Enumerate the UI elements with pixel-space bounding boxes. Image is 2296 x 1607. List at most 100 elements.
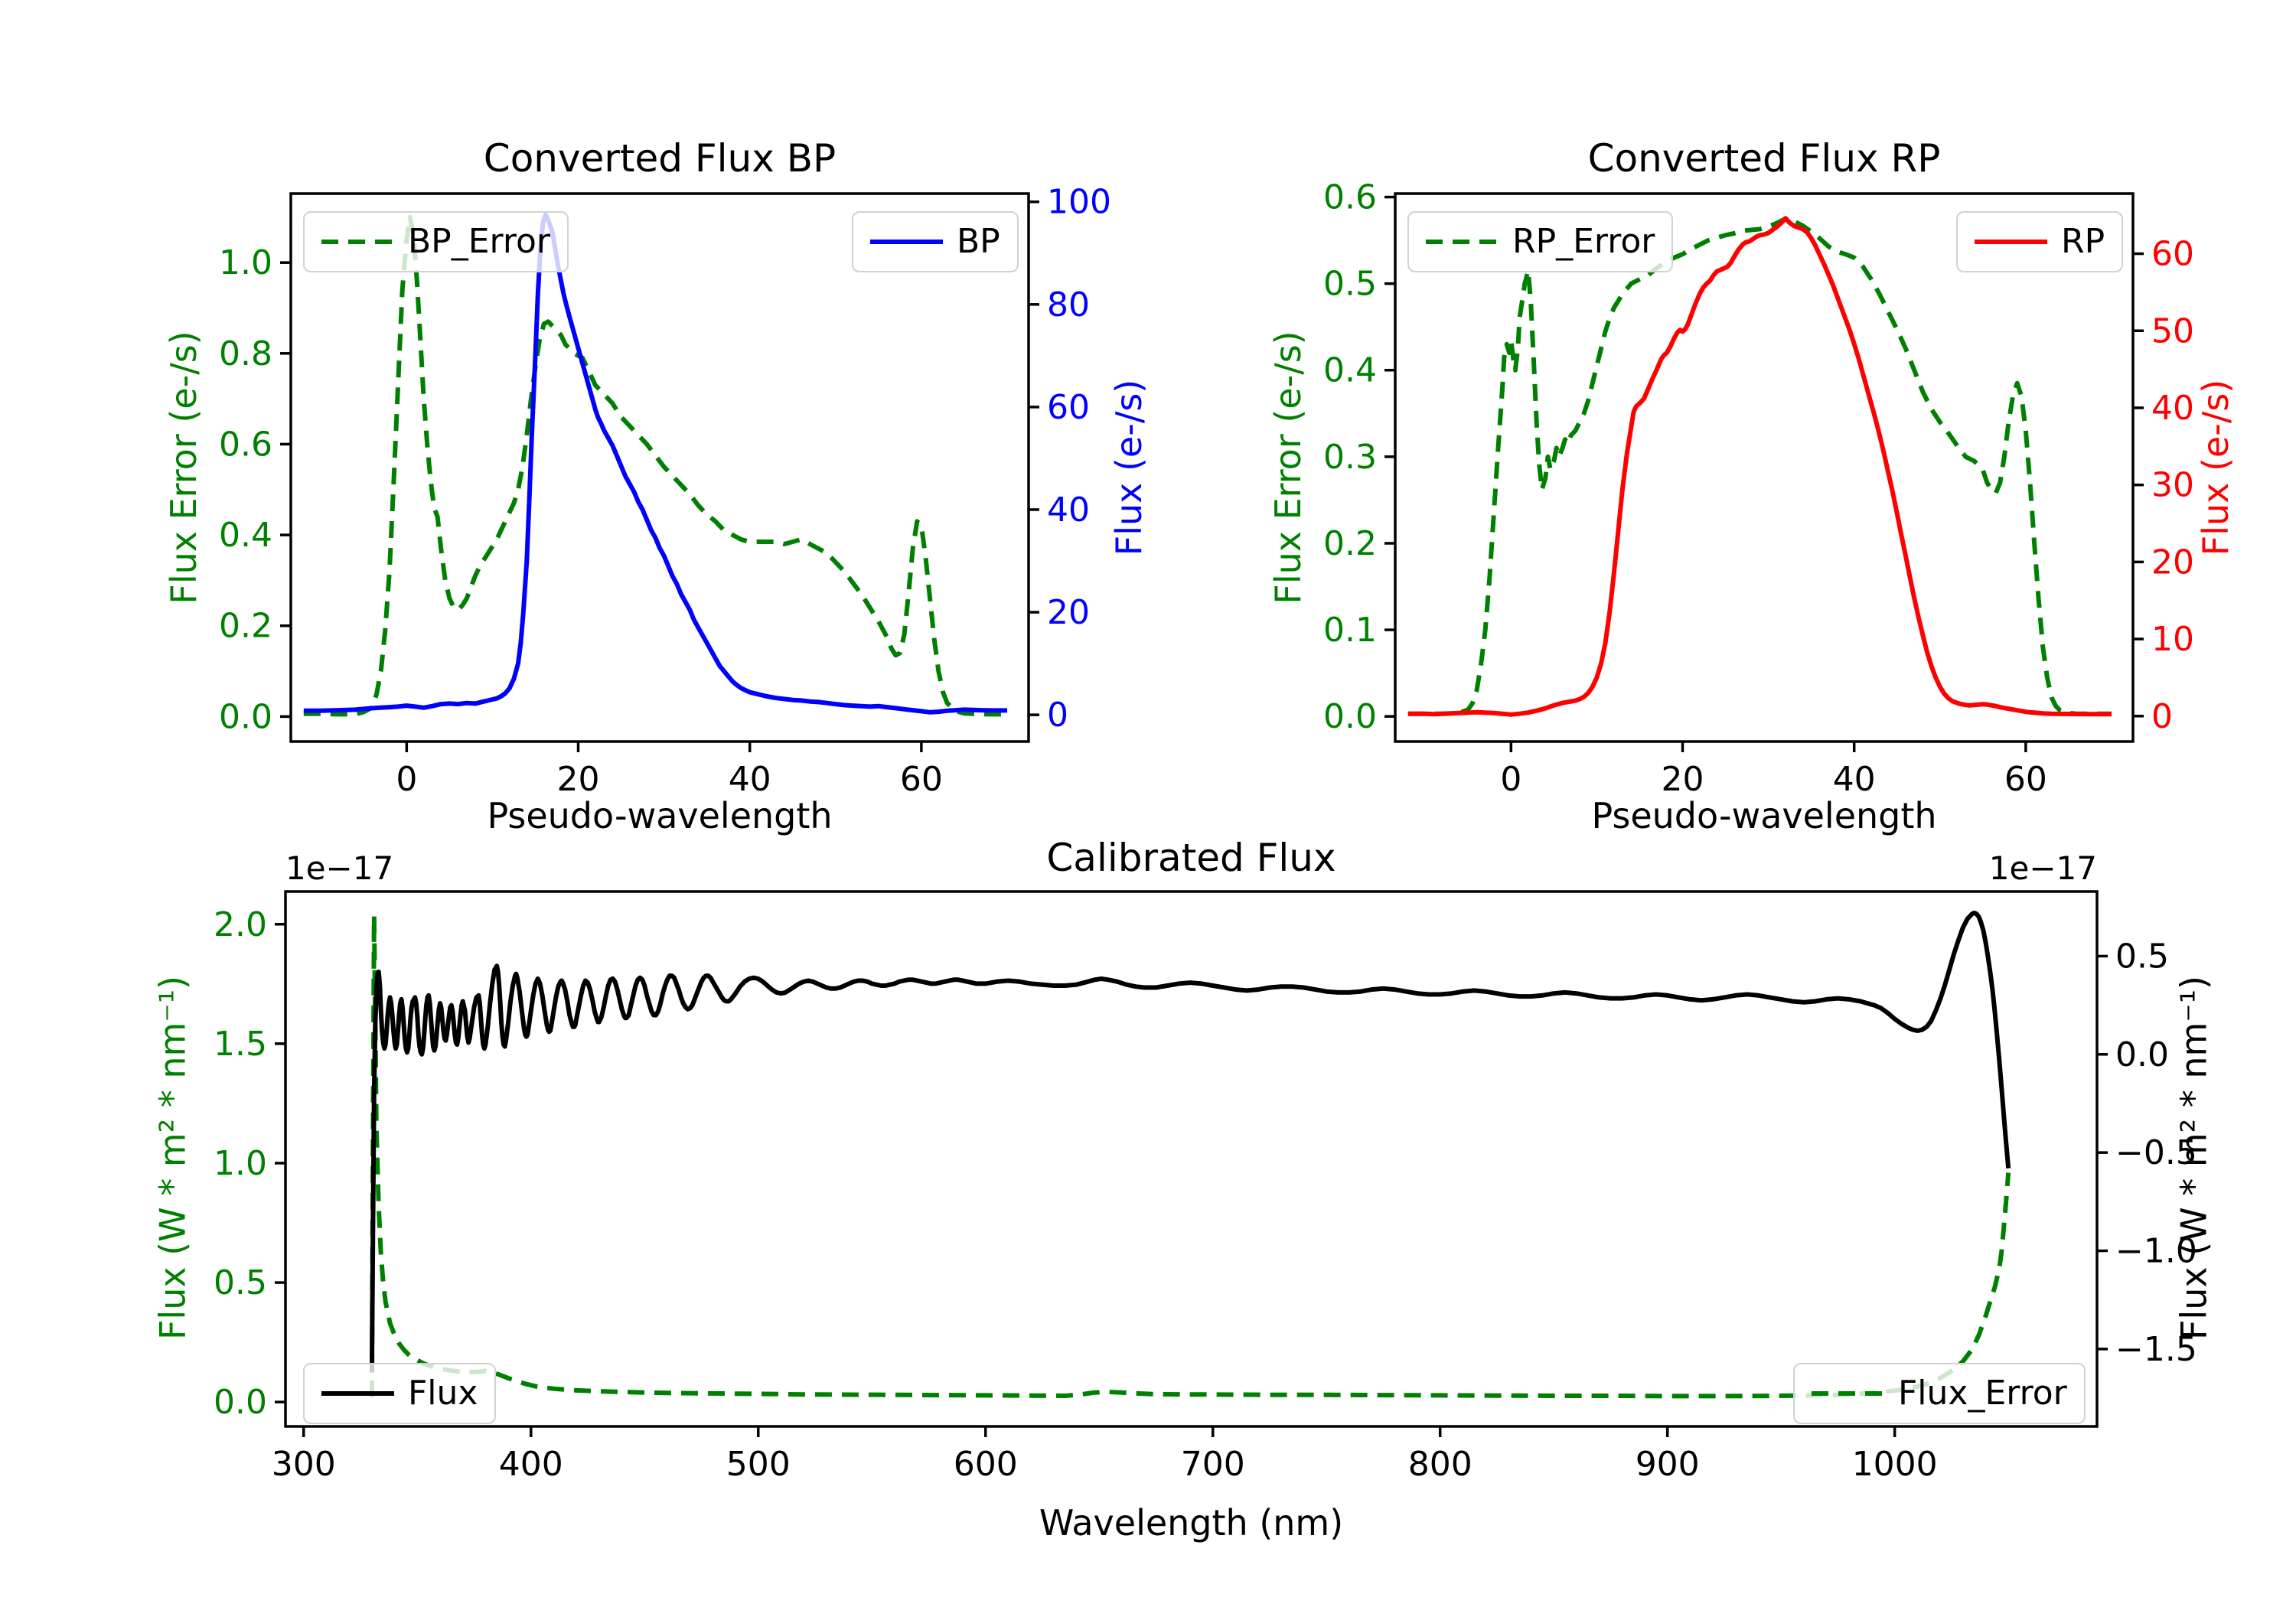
rp-error-legend-line-icon bbox=[1426, 240, 1499, 244]
rp-rp_error-curve bbox=[1407, 216, 2112, 716]
bp-legend-line-icon bbox=[870, 240, 943, 244]
svg-text:0.0: 0.0 bbox=[219, 697, 272, 736]
bp-bp_error-curve bbox=[303, 214, 1007, 717]
calibrated-flux_error-curve bbox=[369, 913, 2011, 1399]
svg-text:0.0: 0.0 bbox=[214, 1383, 267, 1422]
rp-series bbox=[1407, 216, 2112, 717]
flux-legend: Flux bbox=[303, 1363, 497, 1424]
bp-right-yaxis-label: Flux (e-/s) bbox=[1108, 379, 1150, 556]
bp-bp-curve bbox=[303, 212, 1007, 715]
left-axis-offset-text: 1e−17 bbox=[285, 849, 394, 887]
svg-text:0.6: 0.6 bbox=[219, 425, 272, 464]
rp-panel-title: Converted Flux RP bbox=[1587, 136, 1941, 181]
calibrated-flux-curve bbox=[369, 911, 2011, 1373]
bp-left-yaxis-label: Flux Error (e-/s) bbox=[163, 331, 204, 605]
svg-text:60: 60 bbox=[1047, 388, 1090, 427]
rp-rp-curve bbox=[1407, 216, 2112, 717]
rp-error-legend: RP_Error bbox=[1407, 211, 1674, 272]
svg-text:0.5: 0.5 bbox=[2115, 937, 2169, 976]
svg-text:60: 60 bbox=[2151, 235, 2194, 274]
calibrated-panel-title: Calibrated Flux bbox=[1046, 836, 1336, 880]
rp-legend: RP bbox=[1956, 211, 2124, 272]
svg-text:40: 40 bbox=[729, 760, 771, 799]
svg-text:0.3: 0.3 bbox=[1323, 438, 1377, 477]
svg-text:0: 0 bbox=[396, 760, 417, 799]
svg-text:20: 20 bbox=[1047, 593, 1090, 632]
svg-text:0.5: 0.5 bbox=[1323, 265, 1377, 304]
svg-text:600: 600 bbox=[954, 1445, 1018, 1484]
svg-text:0: 0 bbox=[1047, 696, 1068, 735]
svg-text:300: 300 bbox=[272, 1445, 336, 1484]
svg-text:400: 400 bbox=[499, 1445, 563, 1484]
calibrated-series bbox=[369, 911, 2011, 1399]
svg-text:500: 500 bbox=[726, 1445, 791, 1484]
svg-text:0.4: 0.4 bbox=[1323, 351, 1377, 390]
svg-text:0.2: 0.2 bbox=[219, 607, 272, 646]
svg-text:1.0: 1.0 bbox=[214, 1144, 267, 1183]
flux-legend-line-icon bbox=[321, 1391, 394, 1396]
rp-left-yaxis-label: Flux Error (e-/s) bbox=[1267, 331, 1309, 605]
svg-text:−1.0: −1.0 bbox=[2115, 1232, 2197, 1271]
svg-text:−0.5: −0.5 bbox=[2115, 1133, 2197, 1172]
svg-text:800: 800 bbox=[1408, 1445, 1473, 1484]
bp-error-legend-label: BP_Error bbox=[408, 222, 550, 261]
calibrated-axes-spines bbox=[284, 890, 2099, 1428]
svg-text:0.0: 0.0 bbox=[1323, 697, 1377, 736]
svg-text:10: 10 bbox=[2151, 620, 2194, 659]
wavelength-xaxis-label: Wavelength (nm) bbox=[1039, 1502, 1344, 1543]
svg-text:0.1: 0.1 bbox=[1323, 611, 1377, 650]
flux-error-legend: Flux_Error bbox=[1793, 1363, 2086, 1424]
rp-legend-line-icon bbox=[1975, 240, 2047, 244]
flux-error-legend-label: Flux_Error bbox=[1898, 1374, 2067, 1413]
svg-text:0.4: 0.4 bbox=[219, 516, 272, 555]
bp-ticks: 0 20 40 60 0.0 0.2 0.4 0.6 0.8 1.0 0 20 40 60 80 100 bbox=[219, 183, 1111, 799]
rp-right-yaxis-label: Flux (e-/s) bbox=[2195, 379, 2236, 556]
svg-text:700: 700 bbox=[1181, 1445, 1245, 1484]
rp-ticks: 0 20 40 60 0.0 0.1 0.2 0.3 0.4 0.5 0.6 0 10 20 30 40 50 6… bbox=[1323, 178, 2194, 799]
svg-text:20: 20 bbox=[557, 760, 600, 799]
bp-xaxis-label: Pseudo-wavelength bbox=[487, 795, 833, 836]
svg-text:50: 50 bbox=[2151, 311, 2194, 350]
svg-text:40: 40 bbox=[2151, 389, 2194, 428]
svg-text:0.8: 0.8 bbox=[219, 334, 272, 373]
svg-text:2.0: 2.0 bbox=[214, 905, 267, 944]
right-axis-offset-text: 1e−17 bbox=[1988, 849, 2097, 887]
bp-error-legend-line-icon bbox=[321, 240, 394, 244]
flux-legend-label: Flux bbox=[408, 1374, 478, 1413]
bp-error-legend: BP_Error bbox=[303, 211, 569, 272]
bp-panel-title: Converted Flux BP bbox=[483, 136, 837, 181]
svg-text:1.0: 1.0 bbox=[219, 243, 272, 282]
rp-axes-spines bbox=[1394, 192, 2135, 743]
rp-error-legend-label: RP_Error bbox=[1512, 222, 1655, 261]
flux-error-legend-line-icon bbox=[1812, 1391, 1884, 1396]
rp-xaxis-label: Pseudo-wavelength bbox=[1591, 795, 1937, 836]
svg-text:1000: 1000 bbox=[1852, 1445, 1938, 1484]
svg-text:60: 60 bbox=[900, 760, 943, 799]
calibrated-right-yaxis-label: Flux (W * m² * nm⁻¹) bbox=[2173, 975, 2215, 1341]
svg-text:60: 60 bbox=[2004, 760, 2047, 799]
svg-text:30: 30 bbox=[2151, 466, 2194, 505]
bp-series bbox=[303, 212, 1007, 717]
svg-text:1.5: 1.5 bbox=[214, 1025, 267, 1064]
svg-text:0.2: 0.2 bbox=[1323, 524, 1377, 563]
svg-text:−1.5: −1.5 bbox=[2115, 1330, 2197, 1369]
calibrated-left-yaxis-label: Flux (W * m² * nm⁻¹) bbox=[152, 975, 194, 1341]
svg-text:20: 20 bbox=[1662, 760, 1704, 799]
svg-text:40: 40 bbox=[1047, 491, 1090, 530]
svg-text:100: 100 bbox=[1047, 183, 1111, 222]
svg-text:0: 0 bbox=[2151, 697, 2173, 736]
svg-text:0.0: 0.0 bbox=[2115, 1035, 2169, 1074]
svg-text:0: 0 bbox=[1500, 760, 1521, 799]
svg-text:900: 900 bbox=[1636, 1445, 1700, 1484]
svg-text:20: 20 bbox=[2151, 543, 2194, 582]
calibrated-ticks: 300 400 500 600 700 800 900 1000 0.0 0.5 1.0 1.5 2.0… bbox=[214, 905, 2197, 1484]
bp-legend: BP bbox=[852, 211, 1019, 272]
svg-text:80: 80 bbox=[1047, 285, 1090, 324]
svg-text:0.6: 0.6 bbox=[1323, 178, 1377, 217]
svg-text:40: 40 bbox=[1833, 760, 1876, 799]
rp-legend-label: RP bbox=[2061, 222, 2105, 261]
bp-legend-label: BP bbox=[957, 222, 1000, 261]
bp-axes-spines bbox=[289, 192, 1030, 743]
